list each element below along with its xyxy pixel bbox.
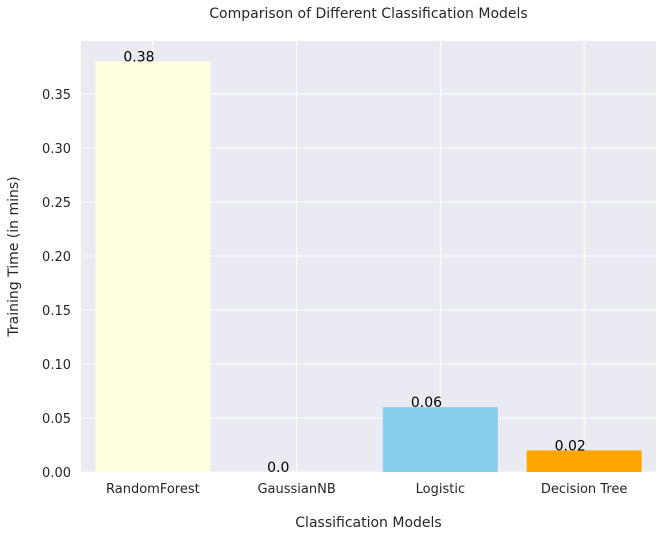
bars — [95, 61, 642, 473]
y-tick-label: 0.30 — [42, 142, 71, 157]
x-axis-label: Classification Models — [295, 515, 441, 531]
y-tick-label: 0.00 — [42, 466, 71, 481]
y-tick-label: 0.20 — [42, 250, 71, 265]
bar-logistic — [382, 407, 498, 472]
data-labels: 0.38 0.0 0.06 0.02 — [123, 50, 585, 476]
y-axis-label: Training Time (in mins) — [6, 176, 22, 337]
data-label: 0.0 — [267, 460, 289, 476]
bar-decision-tree — [526, 450, 642, 472]
x-tick-label: Logistic — [416, 482, 465, 497]
x-tick-label: GaussianNB — [257, 482, 335, 497]
chart-title: Comparison of Different Classification M… — [209, 6, 527, 22]
data-label: 0.02 — [555, 438, 586, 454]
y-tick-labels: 0.00 0.05 0.10 0.15 0.20 0.25 0.30 0.35 — [42, 88, 71, 481]
y-tick-label: 0.25 — [42, 196, 71, 211]
y-tick-label: 0.05 — [42, 412, 71, 427]
data-label: 0.06 — [411, 395, 442, 411]
y-tick-label: 0.35 — [42, 88, 71, 103]
x-tick-labels: RandomForest GaussianNB Logistic Decision T… — [106, 482, 627, 497]
y-tick-label: 0.15 — [42, 304, 71, 319]
y-tick-label: 0.10 — [42, 358, 71, 373]
x-tick-label: RandomForest — [106, 482, 200, 497]
data-label: 0.38 — [123, 50, 154, 66]
bar-randomforest — [95, 61, 211, 473]
x-tick-label: Decision Tree — [541, 482, 628, 497]
